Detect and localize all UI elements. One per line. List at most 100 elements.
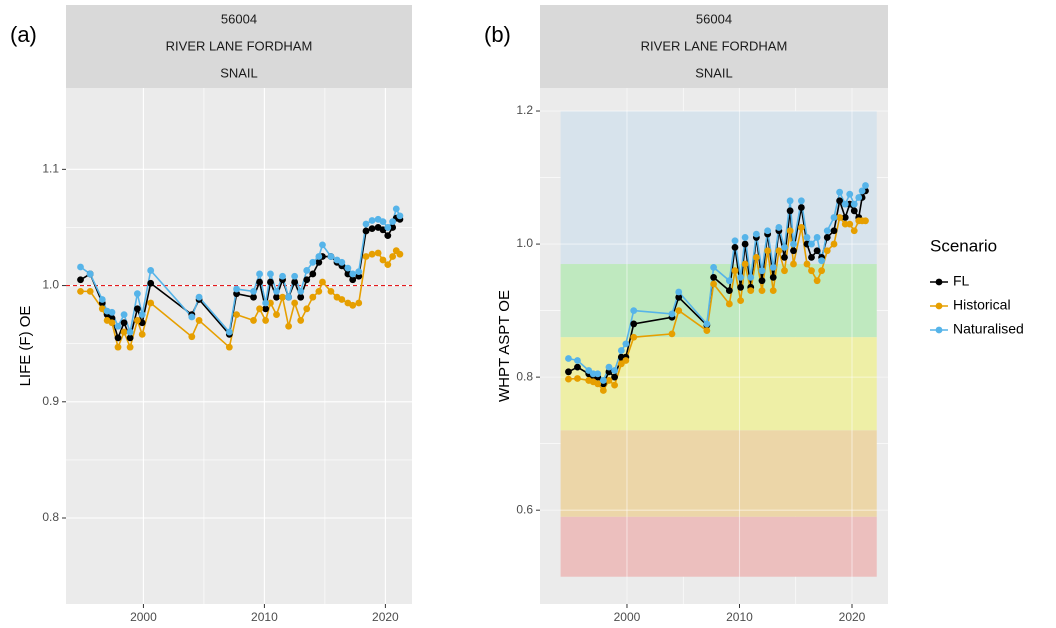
data-point [769, 287, 777, 295]
data-point [126, 328, 134, 336]
data-point [225, 343, 233, 351]
data-point [823, 234, 831, 241]
y-tick-label: 1.0 [516, 236, 533, 250]
data-point [108, 308, 116, 316]
data-point [594, 370, 602, 378]
data-point [362, 220, 370, 228]
data-point [797, 224, 805, 231]
data-point [813, 234, 821, 241]
threshold-band [560, 337, 877, 431]
data-point [392, 205, 400, 213]
data-point [256, 278, 263, 286]
legend-label: Historical [953, 297, 1011, 313]
y-axis-title: LIFE (F) OE [17, 306, 34, 387]
data-point [630, 333, 638, 341]
data-point [273, 311, 280, 319]
x-tick-label: 2020 [839, 610, 866, 624]
data-point [379, 218, 387, 226]
x-tick-label: 2010 [726, 610, 753, 624]
data-point [846, 220, 854, 228]
data-point [803, 234, 811, 241]
data-point [384, 261, 392, 269]
data-point [574, 375, 581, 382]
data-point [622, 357, 630, 364]
data-point [86, 287, 94, 295]
strip-text: SNAIL [695, 65, 733, 80]
data-point [813, 277, 821, 285]
data-point [77, 287, 84, 295]
data-point [291, 278, 299, 286]
data-point [126, 334, 134, 342]
data-point [262, 305, 270, 313]
data-point [327, 253, 335, 260]
data-point [747, 287, 755, 295]
data-point [808, 240, 815, 248]
data-point [599, 377, 607, 384]
data-point [781, 244, 788, 251]
data-point [384, 232, 392, 239]
data-point [836, 214, 844, 221]
data-point [138, 311, 146, 319]
data-point [830, 214, 838, 221]
data-point [862, 217, 869, 225]
data-point [605, 377, 613, 384]
data-point [315, 287, 323, 295]
data-point [710, 280, 718, 288]
data-point [267, 278, 274, 286]
data-point [86, 270, 94, 278]
data-point [297, 287, 305, 295]
data-point [675, 293, 683, 301]
data-point [725, 277, 733, 285]
data-point [741, 234, 749, 241]
data-point [120, 328, 128, 336]
data-point [731, 267, 739, 275]
data-point [279, 272, 286, 280]
y-tick-label: 1.1 [42, 162, 59, 176]
data-point [599, 387, 607, 394]
data-point [574, 357, 581, 364]
data-point [790, 260, 797, 268]
threshold-band [560, 111, 877, 265]
data-point [855, 194, 863, 201]
y-tick-label: 1.2 [516, 103, 533, 117]
data-point [737, 297, 745, 305]
data-point [668, 330, 676, 338]
y-tick-label: 0.8 [516, 369, 533, 383]
data-point [574, 363, 581, 371]
data-point [389, 218, 397, 226]
data-point [741, 240, 749, 248]
data-point [303, 276, 311, 284]
data-point [319, 278, 326, 286]
threshold-band [560, 516, 877, 577]
data-point [396, 212, 404, 220]
strip-background [66, 5, 412, 88]
legend-label: Naturalised [953, 321, 1024, 337]
data-point [594, 380, 602, 388]
strip-text: RIVER LANE FORDHAM [166, 38, 313, 53]
data-point [769, 263, 777, 271]
data-point [315, 253, 323, 260]
data-point [120, 311, 128, 319]
data-point [319, 241, 326, 249]
data-point [622, 340, 630, 348]
data-point [262, 299, 270, 307]
data-point [98, 296, 106, 303]
data-point [790, 247, 797, 255]
data-point [617, 347, 625, 354]
data-point [830, 240, 838, 248]
data-point [77, 276, 84, 284]
data-point [747, 273, 755, 281]
panel-label: (b) [484, 22, 511, 47]
data-point [808, 267, 815, 275]
data-point [841, 214, 849, 221]
y-tick-label: 0.8 [42, 510, 59, 524]
data-point [195, 317, 203, 324]
data-point [605, 363, 613, 371]
data-point [703, 327, 711, 334]
data-point [273, 287, 280, 295]
data-point [188, 333, 196, 341]
data-point [781, 267, 788, 275]
data-point [303, 305, 311, 313]
data-point [250, 287, 257, 295]
data-point [297, 293, 305, 301]
